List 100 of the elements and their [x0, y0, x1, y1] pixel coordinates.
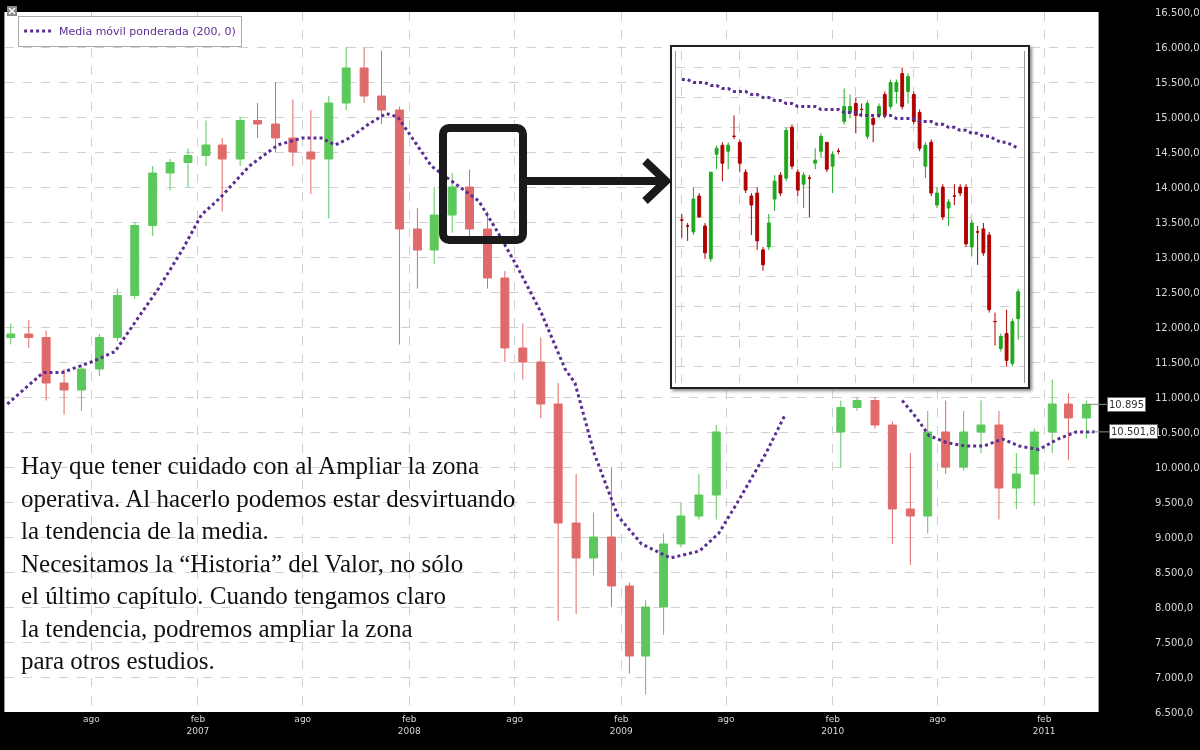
candlestick: [571, 473, 581, 615]
candlestick: [923, 410, 933, 534]
candlestick: [465, 169, 475, 237]
candlestick: [940, 183, 945, 221]
candlestick: [981, 222, 986, 257]
candlestick: [852, 396, 862, 412]
y-tick-label: 8.000,0: [1155, 601, 1194, 613]
candlestick: [998, 333, 1003, 352]
y-tick-label: 9.500,0: [1155, 496, 1194, 508]
candlestick: [589, 512, 598, 576]
candlestick: [976, 400, 986, 454]
y-tick-label: 12.500,0: [1155, 286, 1200, 298]
candlestick: [536, 337, 546, 419]
candlestick: [1063, 393, 1073, 461]
candlestick: [659, 533, 669, 636]
candlestick: [755, 186, 760, 251]
y-tick-label: 7.000,0: [1155, 671, 1194, 683]
candlestick: [1016, 288, 1021, 341]
candlestick: [975, 225, 980, 266]
candlestick: [842, 88, 847, 125]
candlestick: [859, 102, 864, 116]
candlestick: [1010, 318, 1015, 367]
candlestick: [807, 174, 812, 218]
candlestick: [952, 183, 957, 206]
candlestick: [253, 102, 263, 139]
candlestick: [801, 171, 806, 209]
candlestick: [183, 148, 193, 188]
candlestick: [1029, 428, 1039, 506]
candlestick: [726, 141, 731, 170]
candlestick: [887, 421, 897, 545]
candlestick: [41, 330, 51, 401]
x-tick-label: feb 2009: [609, 714, 634, 736]
candlestick: [865, 99, 870, 140]
candlestick: [778, 171, 783, 197]
candlestick: [870, 396, 880, 429]
y-tick-label: 11.000,0: [1155, 391, 1200, 403]
candlestick: [720, 141, 725, 182]
x-tick-label: ago: [717, 714, 735, 724]
candlestick: [676, 501, 686, 548]
x-tick-label: ago: [506, 714, 524, 724]
candlestick: [271, 81, 280, 153]
candlestick: [165, 158, 175, 191]
candlestick: [871, 114, 876, 143]
candlestick: [830, 150, 835, 194]
candlestick: [201, 120, 211, 167]
candlestick: [679, 213, 684, 239]
candlestick: [848, 93, 852, 119]
annotation: 10.895: [1109, 399, 1144, 410]
candlestick: [148, 165, 158, 237]
candlestick: [518, 323, 528, 380]
candlestick: [324, 95, 334, 219]
candlestick: [877, 102, 881, 119]
candlestick: [917, 108, 922, 152]
x-tick-label: ago: [929, 714, 947, 724]
candlestick: [795, 168, 800, 197]
candlestick: [412, 207, 422, 289]
x-tick-label: ago: [294, 714, 312, 724]
candlestick: [819, 132, 823, 158]
y-tick-label: 9.000,0: [1155, 531, 1194, 543]
candlestick: [813, 147, 818, 170]
candlestick: [737, 138, 742, 173]
y-tick-label: 15.000,0: [1155, 111, 1200, 123]
candlestick: [377, 50, 386, 125]
candlestick: [790, 123, 794, 170]
candlestick: [906, 73, 910, 104]
candlestick: [946, 198, 951, 227]
candlestick: [429, 186, 439, 265]
candlestick: [905, 452, 915, 566]
candlestick: [824, 141, 829, 173]
candlestick: [697, 192, 702, 218]
annotation: 10.501,8: [1111, 426, 1156, 437]
candlestick: [900, 67, 905, 110]
candlestick: [935, 186, 939, 209]
candlestick: [553, 382, 563, 622]
candlestick: [112, 288, 122, 342]
candlestick: [703, 222, 707, 260]
candlestick: [685, 222, 690, 242]
candlestick: [836, 400, 846, 468]
candlestick: [711, 424, 721, 520]
candlestick: [987, 231, 992, 314]
candlestick: [288, 99, 298, 167]
candlestick: [500, 270, 510, 363]
y-tick-label: 16.500,0: [1155, 6, 1200, 18]
candlestick: [1011, 452, 1021, 510]
candlestick: [714, 144, 719, 170]
y-tick-label: 11.500,0: [1155, 356, 1200, 368]
candlestick: [911, 91, 916, 125]
candlestick: [624, 582, 634, 674]
candlestick: [761, 246, 765, 272]
candlestick: [641, 599, 651, 695]
candlestick: [964, 183, 968, 248]
candlestick: [235, 116, 245, 167]
y-tick-label: 13.000,0: [1155, 251, 1200, 263]
candlestick: [359, 46, 369, 104]
x-tick-label: feb 2010: [821, 714, 845, 736]
candlestick: [941, 400, 951, 475]
candlestick: [694, 473, 704, 520]
legend-label: Media móvil ponderada (200, 0): [59, 25, 236, 39]
candlestick: [923, 141, 928, 179]
candlestick: [766, 213, 771, 251]
